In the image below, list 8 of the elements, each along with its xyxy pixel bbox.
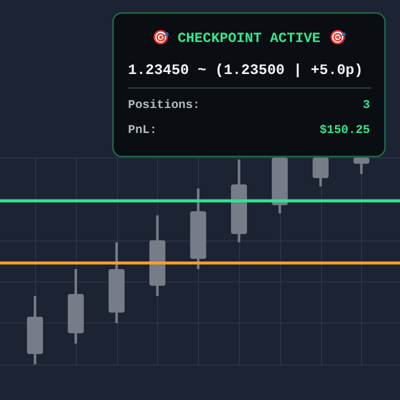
text: 3	[362, 98, 370, 112]
text: Positions:	[128, 98, 200, 112]
text: $150.25	[320, 123, 370, 137]
chart-title: 🎯 CHECKPOINT ACTIVE 🎯	[152, 29, 347, 47]
candlestick	[312, 156, 329, 188]
text: PnL:	[128, 123, 157, 137]
candlestick	[353, 156, 370, 176]
text: 1.23450 ~ (1.23500 | +5.0p)	[128, 63, 363, 79]
